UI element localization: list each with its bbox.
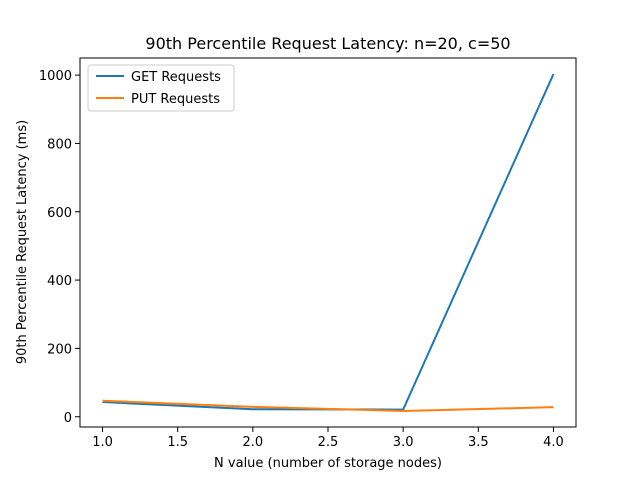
y-tick-label: 1000 [39, 69, 72, 84]
x-tick-label: 4.0 [543, 435, 564, 450]
x-tick-label: 2.0 [243, 435, 264, 450]
x-tick-label: 1.0 [92, 435, 113, 450]
y-tick-label: 400 [47, 274, 72, 289]
x-tick-label: 3.0 [393, 435, 414, 450]
x-axis-label: N value (number of storage nodes) [214, 456, 442, 471]
legend-label-2: PUT Requests [131, 92, 220, 107]
chart-title: 90th Percentile Request Latency: n=20, c… [145, 34, 510, 53]
y-axis-label: 90th Percentile Request Latency (ms) [15, 120, 30, 364]
plot-area: 1.0 1.5 2.0 2.5 3.0 3.5 4.0 0 200 400 600 800 1000 GE… [39, 57, 577, 450]
x-tick-label: 1.5 [167, 435, 188, 450]
legend-box [87, 64, 235, 112]
y-tick-label: 200 [47, 342, 72, 357]
y-tick-label: 600 [47, 206, 72, 221]
series-line-2 [102, 399, 554, 412]
y-tick-label: 0 [64, 411, 72, 426]
legend-label-1: GET Requests [131, 70, 221, 85]
y-tick-label: 800 [47, 137, 72, 152]
x-tick-label: 2.5 [318, 435, 339, 450]
x-tick-label: 3.5 [468, 435, 489, 450]
